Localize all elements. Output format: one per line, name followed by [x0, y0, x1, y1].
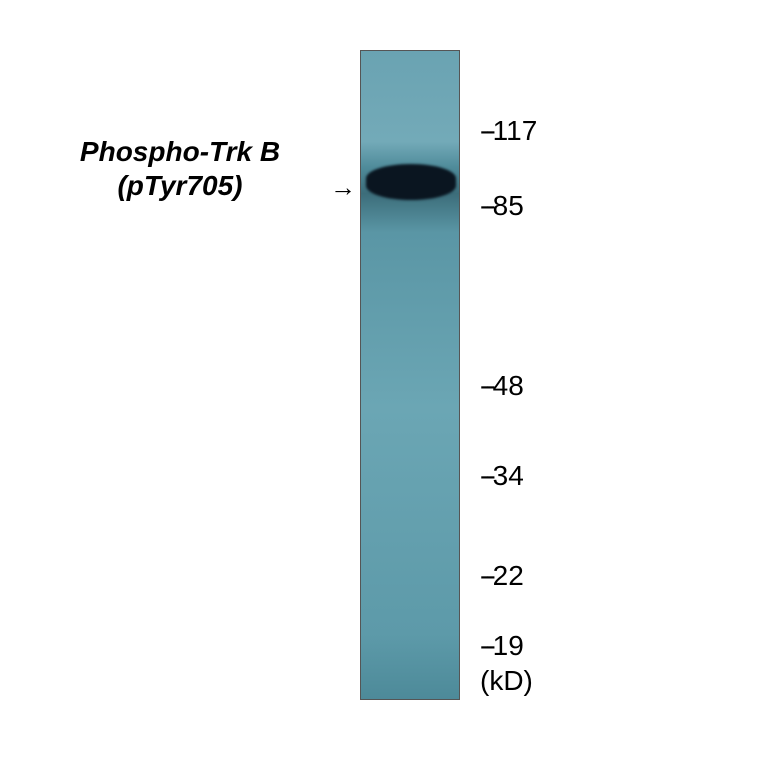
protein-band — [366, 164, 456, 200]
label-line2: (pTyr705) — [40, 169, 320, 203]
mw-marker: --19 — [480, 630, 524, 662]
mw-marker: --22 — [480, 560, 524, 592]
label-line1: Phospho-Trk B — [40, 135, 320, 169]
western-blot-figure: Phospho-Trk B (pTyr705) → --117 --85 --48 -… — [40, 50, 724, 714]
mw-marker: --34 — [480, 460, 524, 492]
mw-marker: --85 — [480, 190, 524, 222]
lane-background — [361, 51, 459, 699]
mw-marker: --48 — [480, 370, 524, 402]
mw-marker: --117 — [480, 115, 537, 147]
unit-label: (kD) — [480, 665, 533, 697]
blot-lane — [360, 50, 460, 700]
antibody-label: Phospho-Trk B (pTyr705) — [40, 135, 320, 202]
band-arrow: → — [330, 172, 356, 203]
